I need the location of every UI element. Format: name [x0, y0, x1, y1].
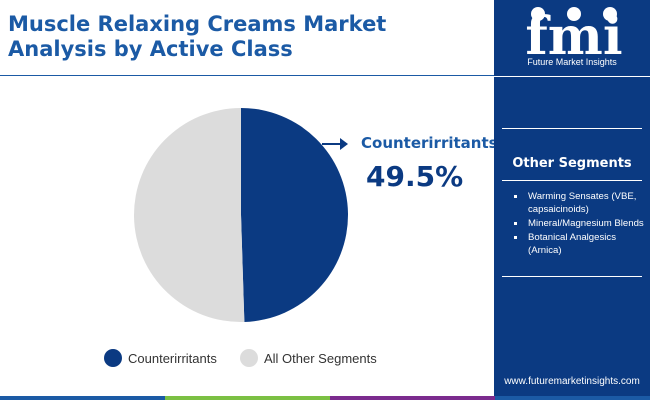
title-line-2: Analysis by Active Class: [8, 37, 293, 61]
logo-circle-icon: [567, 7, 581, 21]
website-url[interactable]: www.futuremarketinsights.com: [504, 376, 640, 387]
logo-circle-icon: [531, 7, 545, 21]
legend-item-counterirritants: Counterirritants: [104, 348, 217, 368]
bottom-bar-segment: [495, 396, 650, 400]
bullet-icon: [514, 195, 517, 198]
legend-label-all-other-segments: All Other Segments: [264, 350, 377, 366]
logo-circle-icon: [603, 7, 617, 21]
callout-arrow-icon: [340, 138, 348, 150]
other-segments-list: Warming Sensates (VBE, capsaicinoids) Mi…: [506, 190, 644, 258]
legend-swatch-counterirritants: [104, 349, 122, 367]
list-item: Botanical Analgesics (Arnica): [506, 231, 644, 257]
title-line-1: Muscle Relaxing Creams Market: [8, 12, 387, 36]
callout-label: Counterirritants: [361, 134, 498, 152]
panel-top-rule: [502, 128, 642, 129]
other-segments-heading: Other Segments: [512, 156, 632, 171]
pie-slice-counterirritants: [241, 108, 348, 322]
panel-mid-rule: [502, 180, 642, 181]
list-item-label: Warming Sensates (VBE, capsaicinoids): [528, 191, 637, 215]
sidebar-divider: [494, 76, 650, 77]
list-item: Warming Sensates (VBE, capsaicinoids): [506, 190, 644, 216]
page-title: Muscle Relaxing Creams Market Analysis b…: [8, 12, 478, 62]
legend-label-counterirritants: Counterirritants: [128, 350, 217, 366]
bullet-icon: [514, 222, 517, 225]
bottom-bar-segment: [0, 396, 165, 400]
panel-bottom-rule: [502, 276, 642, 277]
bottom-bar-segment: [165, 396, 330, 400]
fmi-logo: fmi: [525, 6, 622, 67]
pie-chart: [133, 108, 348, 322]
title-divider: [0, 75, 494, 76]
pie-slice-all-other-segments: [133, 108, 245, 322]
legend-swatch-all-other-segments: [240, 349, 258, 367]
legend-item-all-other-segments: All Other Segments: [240, 348, 377, 368]
callout-value: 49.5%: [366, 160, 464, 193]
brand-name: Future Market Insights: [527, 57, 617, 67]
list-item-label: Mineral/Magnesium Blends: [528, 218, 644, 229]
list-item: Mineral/Magnesium Blends: [506, 217, 644, 230]
bottom-bar-segment: [330, 396, 495, 400]
sidebar: [494, 0, 650, 400]
bullet-icon: [514, 236, 517, 239]
list-item-label: Botanical Analgesics (Arnica): [528, 232, 616, 256]
